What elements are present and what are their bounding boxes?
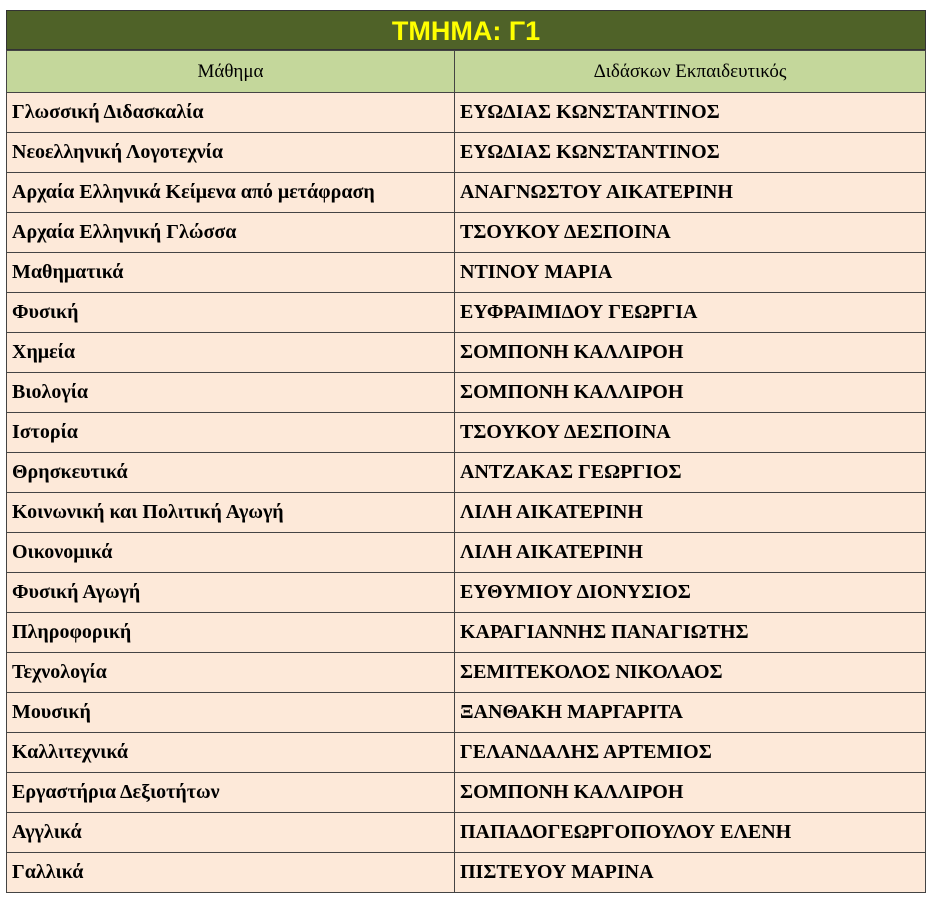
row: Βιολογία ΣΟΜΠΟΝΗ ΚΑΛΛΙΡΟΗ <box>6 372 926 413</box>
subject-cell: Ιστορία <box>6 412 455 453</box>
title: ΤΜΗΜΑ: Γ1 <box>6 10 926 50</box>
row: Αρχαία Ελληνικά Κείμενα από μετάφραση ΑΝΑ… <box>6 172 926 213</box>
teacher-cell: ΣΕΜΙΤΕΚΟΛΟΣ ΝΙΚΟΛΑΟΣ <box>454 652 926 693</box>
teacher-cell: ΤΣΟΥΚΟΥ ΔΕΣΠΟΙΝΑ <box>454 412 926 453</box>
row: Θρησκευτικά ΑΝΤΖΑΚΑΣ ΓΕΩΡΓΙΟΣ <box>6 452 926 493</box>
teacher-cell: ΕΥΩΔΙΑΣ ΚΩΝΣΤΑΝΤΙΝΟΣ <box>454 132 926 173</box>
table: Μάθημα Διδάσκων Εκπαιδευτικός Γλωσσική Δι… <box>6 50 926 893</box>
teacher-cell: ΠΑΠΑΔΟΓΕΩΡΓΟΠΟΥΛΟΥ ΕΛΕΝΗ <box>454 812 926 853</box>
subject-cell: Βιολογία <box>6 372 455 413</box>
row: Αρχαία Ελληνική Γλώσσα ΤΣΟΥΚΟΥ ΔΕΣΠΟΙΝΑ <box>6 212 926 253</box>
subject-cell: Αγγλικά <box>6 812 455 853</box>
column-header: Διδάσκων Εκπαιδευτικός <box>454 50 926 93</box>
subject-cell: Γλωσσική Διδασκαλία <box>6 92 455 133</box>
subject-cell: Τεχνολογία <box>6 652 455 693</box>
teacher-cell: ΣΟΜΠΟΝΗ ΚΑΛΛΙΡΟΗ <box>454 372 926 413</box>
teacher-cell: ΛΙΛΗ ΑΙΚΑΤΕΡΙΝΗ <box>454 532 926 573</box>
teacher-cell: ΞΑΝΘΑΚΗ ΜΑΡΓΑΡΙΤΑ <box>454 692 926 733</box>
row: Οικονομικά ΛΙΛΗ ΑΙΚΑΤΕΡΙΝΗ <box>6 532 926 573</box>
subject-cell: Θρησκευτικά <box>6 452 455 493</box>
row: Γαλλικά ΠΙΣΤΕΥΟΥ ΜΑΡΙΝΑ <box>6 852 926 893</box>
row: Νεοελληνική Λογοτεχνία ΕΥΩΔΙΑΣ ΚΩΝΣΤΑΝΤΙΝ… <box>6 132 926 173</box>
row: Αγγλικά ΠΑΠΑΔΟΓΕΩΡΓΟΠΟΥΛΟΥ ΕΛΕΝΗ <box>6 812 926 853</box>
row: Τεχνολογία ΣΕΜΙΤΕΚΟΛΟΣ ΝΙΚΟΛΑΟΣ <box>6 652 926 693</box>
teacher-cell: ΑΝΤΖΑΚΑΣ ΓΕΩΡΓΙΟΣ <box>454 452 926 493</box>
teacher-cell: ΝΤΙΝΟΥ ΜΑΡΙΑ <box>454 252 926 293</box>
teacher-cell: ΕΥΦΡΑΙΜΙΔΟΥ ΓΕΩΡΓΙΑ <box>454 292 926 333</box>
row: Χημεία ΣΟΜΠΟΝΗ ΚΑΛΛΙΡΟΗ <box>6 332 926 373</box>
subject-cell: Αρχαία Ελληνική Γλώσσα <box>6 212 455 253</box>
teacher-cell: ΠΙΣΤΕΥΟΥ ΜΑΡΙΝΑ <box>454 852 926 893</box>
row: Εργαστήρια Δεξιοτήτων ΣΟΜΠΟΝΗ ΚΑΛΛΙΡΟΗ <box>6 772 926 813</box>
subject-cell: Κοινωνική και Πολιτική Αγωγή <box>6 492 455 533</box>
row: Φυσική Αγωγή ΕΥΘΥΜΙΟΥ ΔΙΟΝΥΣΙΟΣ <box>6 572 926 613</box>
subject-cell: Χημεία <box>6 332 455 373</box>
row: Γλωσσική Διδασκαλία ΕΥΩΔΙΑΣ ΚΩΝΣΤΑΝΤΙΝΟΣ <box>6 92 926 133</box>
teacher-cell: ΚΑΡΑΓΙΑΝΝΗΣ ΠΑΝΑΓΙΩΤΗΣ <box>454 612 926 653</box>
teacher-cell: ΣΟΜΠΟΝΗ ΚΑΛΛΙΡΟΗ <box>454 332 926 373</box>
subject-cell: Οικονομικά <box>6 532 455 573</box>
row: Φυσική ΕΥΦΡΑΙΜΙΔΟΥ ΓΕΩΡΓΙΑ <box>6 292 926 333</box>
teacher-cell: ΤΣΟΥΚΟΥ ΔΕΣΠΟΙΝΑ <box>454 212 926 253</box>
subject-cell: Καλλιτεχνικά <box>6 732 455 773</box>
teacher-cell: ΓΕΛΑΝΔΑΛΗΣ ΑΡΤΕΜΙΟΣ <box>454 732 926 773</box>
subject-cell: Φυσική <box>6 292 455 333</box>
teacher-cell: ΕΥΩΔΙΑΣ ΚΩΝΣΤΑΝΤΙΝΟΣ <box>454 92 926 133</box>
subject-cell: Μουσική <box>6 692 455 733</box>
subject-cell: Νεοελληνική Λογοτεχνία <box>6 132 455 173</box>
subject-cell: Εργαστήρια Δεξιοτήτων <box>6 772 455 813</box>
row: Μαθηματικά ΝΤΙΝΟΥ ΜΑΡΙΑ <box>6 252 926 293</box>
row: Καλλιτεχνικά ΓΕΛΑΝΔΑΛΗΣ ΑΡΤΕΜΙΟΣ <box>6 732 926 773</box>
row: Ιστορία ΤΣΟΥΚΟΥ ΔΕΣΠΟΙΝΑ <box>6 412 926 453</box>
sheet: ΤΜΗΜΑ: Γ1 Μάθημα Διδάσκων Εκπαιδευτικός Γ… <box>6 10 926 893</box>
teacher-cell: ΕΥΘΥΜΙΟΥ ΔΙΟΝΥΣΙΟΣ <box>454 572 926 613</box>
teacher-cell: ΛΙΛΗ ΑΙΚΑΤΕΡΙΝΗ <box>454 492 926 533</box>
teacher-cell: ΑΝΑΓΝΩΣΤΟΥ ΑΙΚΑΤΕΡΙΝΗ <box>454 172 926 213</box>
subject-cell: Μαθηματικά <box>6 252 455 293</box>
column-header: Μάθημα <box>6 50 455 93</box>
teacher-cell: ΣΟΜΠΟΝΗ ΚΑΛΛΙΡΟΗ <box>454 772 926 813</box>
subject-cell: Αρχαία Ελληνικά Κείμενα από μετάφραση <box>6 172 455 213</box>
subject-cell: Πληροφορική <box>6 612 455 653</box>
header-row: Μάθημα Διδάσκων Εκπαιδευτικός <box>6 50 926 93</box>
table-body: Γλωσσική Διδασκαλία ΕΥΩΔΙΑΣ ΚΩΝΣΤΑΝΤΙΝΟΣ Ν… <box>6 92 926 893</box>
row: Κοινωνική και Πολιτική Αγωγή ΛΙΛΗ ΑΙΚΑΤΕΡ… <box>6 492 926 533</box>
row: Πληροφορική ΚΑΡΑΓΙΑΝΝΗΣ ΠΑΝΑΓΙΩΤΗΣ <box>6 612 926 653</box>
subject-cell: Φυσική Αγωγή <box>6 572 455 613</box>
row: Μουσική ΞΑΝΘΑΚΗ ΜΑΡΓΑΡΙΤΑ <box>6 692 926 733</box>
subject-cell: Γαλλικά <box>6 852 455 893</box>
